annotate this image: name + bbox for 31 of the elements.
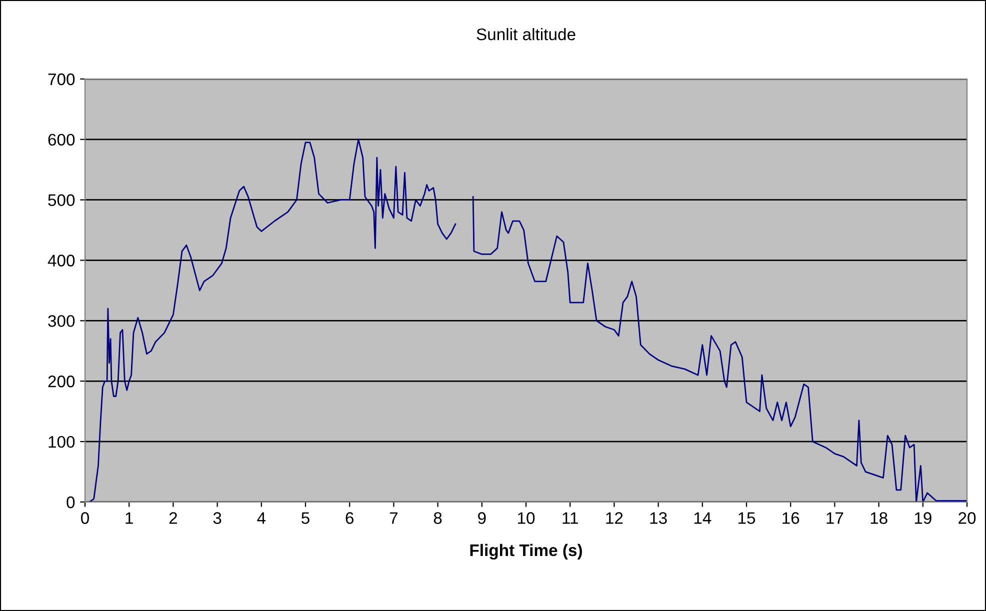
- x-tick-label: 2: [169, 512, 177, 524]
- y-tick-label: 100: [48, 436, 75, 448]
- x-tick-label: 0: [81, 512, 89, 524]
- x-tick-label: 13: [650, 512, 667, 524]
- x-tick-label: 10: [518, 512, 535, 524]
- x-tick-label: 16: [782, 512, 800, 524]
- x-tick-label: 18: [870, 512, 888, 524]
- y-tick-label: 400: [48, 254, 75, 266]
- x-axis-title: Flight Time (s): [470, 544, 582, 560]
- y-tick-label: 0: [66, 496, 75, 508]
- y-tick-label: 500: [48, 194, 75, 206]
- chart-title: Sunlit altitude: [476, 28, 576, 40]
- x-tick-label: 9: [478, 512, 486, 524]
- x-tick-label: 8: [434, 512, 442, 524]
- y-tick-label: 600: [48, 134, 75, 146]
- y-tick-label: 700: [48, 73, 75, 86]
- x-tick-label: 17: [826, 512, 844, 524]
- x-tick-label: 15: [738, 512, 756, 524]
- x-tick-label: 3: [213, 512, 222, 524]
- x-tick-label: 14: [694, 512, 712, 524]
- x-tick-label: 4: [257, 512, 266, 524]
- x-tick-label: 11: [562, 512, 578, 524]
- y-tick-label: 300: [48, 315, 75, 327]
- y-tick-label: 200: [48, 376, 75, 388]
- x-tick-label: 20: [958, 512, 976, 524]
- x-tick-label: 1: [126, 512, 133, 524]
- x-tick-label: 5: [302, 512, 310, 524]
- x-tick-label: 6: [346, 512, 354, 524]
- x-tick-label: 12: [606, 512, 623, 524]
- x-tick-label: 19: [914, 512, 932, 524]
- x-tick-label: 7: [390, 512, 398, 524]
